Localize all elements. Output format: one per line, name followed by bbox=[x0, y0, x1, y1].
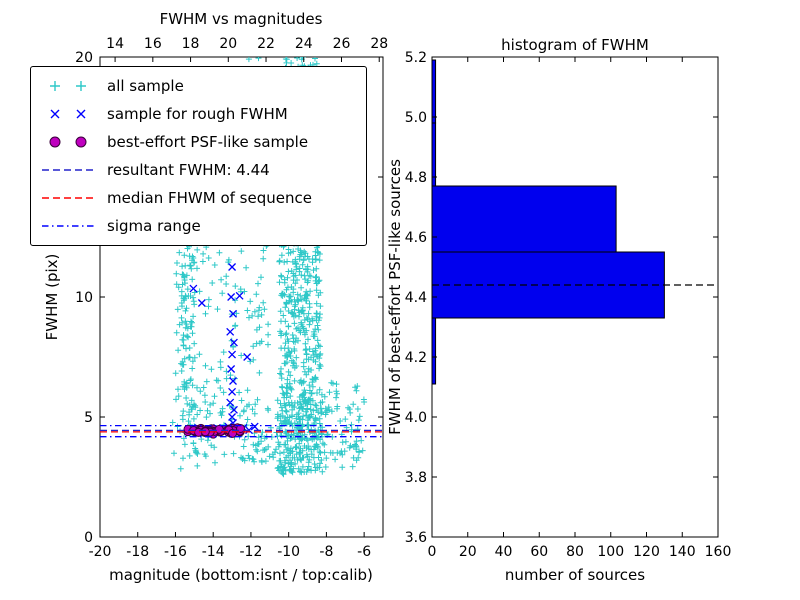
legend-item: sigma range bbox=[39, 212, 358, 240]
y-tick-label: 20 bbox=[75, 50, 93, 66]
circle-marker-icon bbox=[49, 136, 61, 148]
scatter-reference-lines bbox=[100, 424, 383, 438]
y-tick-label: 5 bbox=[84, 410, 93, 426]
y-tick-label: 0 bbox=[84, 530, 93, 546]
y-tick-label: 10 bbox=[75, 290, 93, 306]
legend-dashed-icon bbox=[42, 169, 94, 171]
y-tick-label: 3.6 bbox=[405, 530, 427, 546]
histogram-xlabel: number of sources bbox=[505, 566, 645, 584]
histogram-bar bbox=[432, 185, 617, 253]
x-marker-icon bbox=[76, 109, 86, 119]
top-tick-label: 22 bbox=[257, 36, 275, 52]
x-tick-label: 140 bbox=[669, 544, 696, 560]
top-tick-label: 26 bbox=[333, 36, 351, 52]
x-tick-label: -20 bbox=[89, 544, 112, 560]
legend-item: median FHWM of sequence bbox=[39, 184, 358, 212]
legend-item-label: median FHWM of sequence bbox=[107, 189, 312, 207]
y-tick-label: 4.4 bbox=[405, 290, 427, 306]
legend-plus-icon bbox=[50, 81, 86, 91]
top-tick-label: 24 bbox=[295, 36, 313, 52]
top-tick-label: 18 bbox=[182, 36, 200, 52]
x-tick-label: 80 bbox=[566, 544, 584, 560]
legend-item: all sample bbox=[39, 72, 358, 100]
x-tick-label: -6 bbox=[357, 544, 371, 560]
circle-marker-icon bbox=[75, 136, 87, 148]
top-tick-label: 20 bbox=[219, 36, 237, 52]
legend-item-label: sample for rough FWHM bbox=[107, 105, 288, 123]
top-tick-label: 28 bbox=[370, 36, 388, 52]
top-tick-label: 14 bbox=[106, 36, 124, 52]
legend: all sample sample for rough FWHM best-effo… bbox=[30, 66, 367, 246]
legend-circle-icon bbox=[49, 136, 87, 148]
histogram-plot: 0 20 40 60 80 100 120 140 160 3.6 3.8 4.0 4.2 4.4 4.6 4… bbox=[386, 36, 731, 584]
x-tick-label: 100 bbox=[597, 544, 624, 560]
x-tick-label: -10 bbox=[277, 544, 300, 560]
x-tick-label: 120 bbox=[633, 544, 660, 560]
x-tick-label: -16 bbox=[164, 544, 187, 560]
legend-dashed-icon bbox=[42, 197, 94, 199]
y-tick-label: 4.2 bbox=[405, 350, 427, 366]
y-tick-label: 5.2 bbox=[405, 50, 427, 66]
y-tick-label: 4.8 bbox=[405, 170, 427, 186]
histogram-title: histogram of FWHM bbox=[501, 36, 649, 54]
x-tick-label: 60 bbox=[530, 544, 548, 560]
x-tick-label: 160 bbox=[705, 544, 732, 560]
histogram-bar bbox=[432, 317, 437, 385]
legend-item-label: all sample bbox=[107, 77, 184, 95]
histogram-bar bbox=[432, 59, 437, 124]
histogram-ylabel: FWHM of best-effort PSF-like sources bbox=[386, 159, 404, 435]
scatter-title: FWHM vs magnitudes bbox=[160, 10, 323, 28]
y-tick-label: 4.6 bbox=[405, 230, 427, 246]
legend-dashdot-icon bbox=[42, 225, 94, 227]
y-tick-label: 5.0 bbox=[405, 110, 427, 126]
legend-item-label: sigma range bbox=[107, 217, 201, 235]
top-tick-label: 16 bbox=[144, 36, 162, 52]
x-tick-label: -14 bbox=[202, 544, 225, 560]
plus-marker-icon bbox=[76, 81, 86, 91]
y-tick-label: 3.8 bbox=[405, 470, 427, 486]
plus-marker-icon bbox=[50, 81, 60, 91]
x-tick-label: -18 bbox=[126, 544, 149, 560]
legend-item-label: best-effort PSF-like sample bbox=[107, 133, 309, 151]
x-tick-label: -8 bbox=[319, 544, 333, 560]
x-tick-label: 20 bbox=[459, 544, 477, 560]
legend-item-label: resultant FWHM: 4.44 bbox=[107, 161, 270, 179]
scatter-xlabel: magnitude (bottom:isnt / top:calib) bbox=[109, 566, 373, 584]
legend-item: resultant FWHM: 4.44 bbox=[39, 156, 358, 184]
x-tick-label: 0 bbox=[428, 544, 437, 560]
x-tick-label: 40 bbox=[495, 544, 513, 560]
legend-item: best-effort PSF-like sample bbox=[39, 128, 358, 156]
legend-item: sample for rough FWHM bbox=[39, 100, 358, 128]
histogram-ticks: 0 20 40 60 80 100 120 140 160 3.6 3.8 4.0 4.2 4.4 4.6 4… bbox=[405, 50, 732, 560]
legend-x-icon bbox=[50, 109, 86, 119]
y-tick-label: 4.0 bbox=[405, 410, 427, 426]
scatter-ylabel: FWHM (pix) bbox=[43, 254, 61, 341]
x-tick-label: -12 bbox=[239, 544, 262, 560]
x-marker-icon bbox=[50, 109, 60, 119]
